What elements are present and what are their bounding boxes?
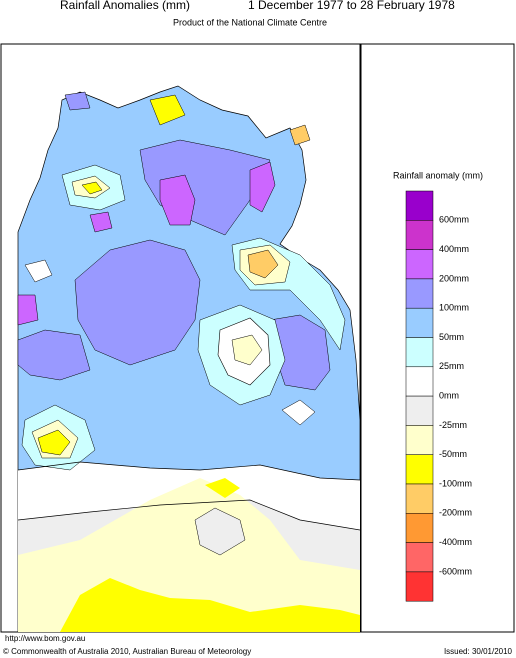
- swatch: [405, 513, 434, 543]
- contour: [17, 461, 360, 481]
- zone-minus100: [81, 181, 103, 195]
- swatch: [405, 190, 434, 221]
- swatch: [405, 454, 434, 485]
- zone-0: [281, 399, 316, 426]
- date-range: 1 December 1977 to 28 February 1978: [248, 0, 455, 12]
- zone-minus100: [205, 478, 240, 498]
- swatch: [405, 395, 434, 426]
- swatch: [405, 571, 434, 602]
- contour: [17, 499, 360, 531]
- subtitle: Product of the National Climate Centre: [173, 17, 327, 27]
- swatch: [405, 249, 434, 280]
- zone-minus100: [37, 429, 71, 456]
- zone-200: [17, 294, 39, 326]
- url: http://www.bom.gov.au: [5, 634, 85, 643]
- legend-label: 0mm: [439, 390, 459, 400]
- legend-frame: [360, 43, 515, 633]
- legend-label: -200mm: [439, 508, 472, 518]
- swatch: [405, 366, 434, 397]
- legend-panel: Rainfall anomaly (mm) 600mm 400mm 200mm 100…: [360, 43, 515, 633]
- legend-label: 25mm: [439, 361, 464, 371]
- legend-label: -50mm: [439, 449, 467, 459]
- legend-label: 100mm: [439, 303, 469, 313]
- legend-label: 50mm: [439, 332, 464, 342]
- legend-labels: 600mm 400mm 200mm 100mm 50mm 25mm 0mm -25mm -50m…: [439, 215, 472, 577]
- zone-0: [194, 507, 246, 556]
- zone-100: [17, 329, 91, 381]
- legend-title: Rainfall anomaly (mm): [393, 170, 483, 180]
- swatch: [405, 483, 434, 514]
- swatch: [405, 337, 434, 368]
- copyright: © Commonwealth of Australia 2010, Austra…: [3, 647, 251, 656]
- map: [0, 43, 361, 633]
- swatch: [405, 278, 434, 309]
- zone-0: [24, 259, 53, 283]
- zone-minus50: [231, 334, 263, 366]
- legend-label: -400mm: [439, 537, 472, 547]
- zone-minus50: [289, 124, 311, 146]
- legend-label: 600mm: [439, 215, 469, 225]
- zone-200: [159, 174, 196, 226]
- swatch: [405, 220, 434, 250]
- zone-100: [64, 91, 91, 111]
- legend-label: 200mm: [439, 273, 469, 283]
- legend-label: -100mm: [439, 478, 472, 488]
- swatch: [405, 307, 434, 338]
- zone-100: [74, 239, 201, 366]
- zone-minus100: [60, 578, 360, 632]
- legend-label: -25mm: [439, 420, 467, 430]
- legend-label: -600mm: [439, 566, 472, 576]
- swatch: [405, 542, 434, 573]
- zone-minus100: [247, 249, 279, 279]
- legend-label: 400mm: [439, 244, 469, 254]
- zone-200: [89, 211, 113, 233]
- swatch: [405, 425, 434, 455]
- zone-200: [249, 161, 276, 213]
- title: Rainfall Anomalies (mm): [60, 0, 190, 12]
- legend-swatches: [405, 190, 434, 602]
- issued: Issued: 30/01/2010: [444, 647, 513, 656]
- zone-minus50: [149, 94, 186, 126]
